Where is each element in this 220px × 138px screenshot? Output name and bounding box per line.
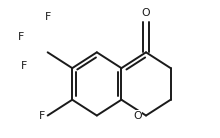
Text: F: F xyxy=(18,31,24,42)
Text: O: O xyxy=(133,111,142,121)
Text: F: F xyxy=(21,61,28,71)
Text: F: F xyxy=(44,12,51,22)
Text: F: F xyxy=(39,111,45,121)
Text: O: O xyxy=(142,8,150,18)
